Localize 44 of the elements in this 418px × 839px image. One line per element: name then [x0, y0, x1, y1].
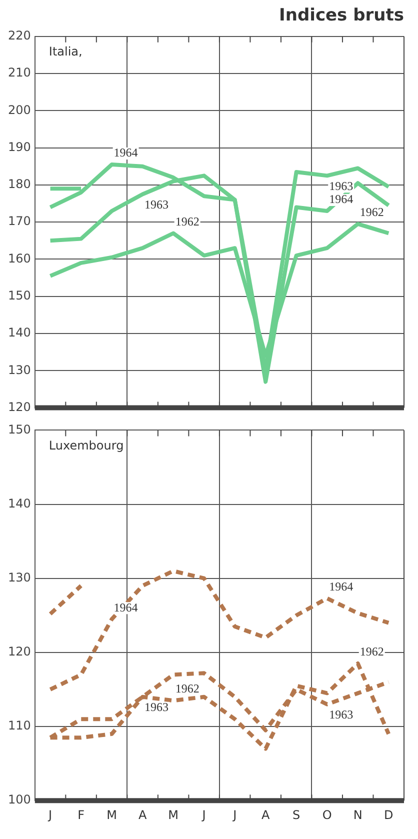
x-tick-label: A [261, 808, 270, 822]
x-tick-label: J [232, 808, 237, 822]
y-tick-label: 170 [8, 214, 31, 228]
x-tick-label: A [138, 808, 148, 822]
y-tick-label: 140 [8, 326, 31, 340]
y-tick-label: 210 [8, 66, 31, 80]
x-tick-label: S [292, 808, 300, 822]
annotation: Luxembourg [48, 438, 124, 452]
series-label: 1962 [175, 682, 200, 696]
text: 1963 [144, 700, 169, 714]
series-label: 1963 [329, 707, 354, 722]
annotation: Italia, [48, 44, 82, 59]
x-tick-label: O [322, 808, 332, 822]
text: 1963 [144, 197, 169, 212]
y-tick-label: 190 [8, 140, 31, 154]
text: 1964 [114, 146, 138, 160]
text: 1962 [360, 644, 384, 659]
chart-title: Indices bruts [279, 6, 404, 26]
series-label: 1962 [360, 205, 384, 220]
y-tick-label: 180 [8, 177, 31, 192]
y-tick-label: 130 [8, 362, 31, 377]
y-tick-label: 110 [8, 718, 31, 733]
series-label: 1964 [114, 600, 138, 614]
x-tick-label: N [353, 808, 362, 822]
x-tick-label: M [106, 808, 117, 822]
y-tick-label: 160 [8, 251, 31, 266]
y-tick-label: 120 [8, 644, 31, 659]
y-tick-label: 100 [8, 792, 31, 807]
x-tick-label: J [48, 808, 52, 822]
y-tick-label: 140 [8, 496, 31, 510]
x-tick-label: F [78, 808, 85, 822]
x-tick-label: J [201, 808, 206, 822]
series-label: 1964 [329, 192, 354, 206]
x-tick-label: D [384, 808, 394, 822]
text: 1964 [329, 580, 354, 594]
y-tick-label: 120 [8, 400, 31, 414]
y-tick-label: 130 [8, 570, 31, 584]
x-tick-label: M [168, 808, 178, 822]
y-tick-label: 150 [8, 288, 31, 303]
y-tick-label: 150 [8, 422, 31, 436]
y-tick-label: 220 [8, 28, 31, 43]
text: 1962 [175, 214, 200, 228]
y-tick-label: 200 [8, 102, 31, 117]
series-label: 1963 [329, 178, 354, 193]
